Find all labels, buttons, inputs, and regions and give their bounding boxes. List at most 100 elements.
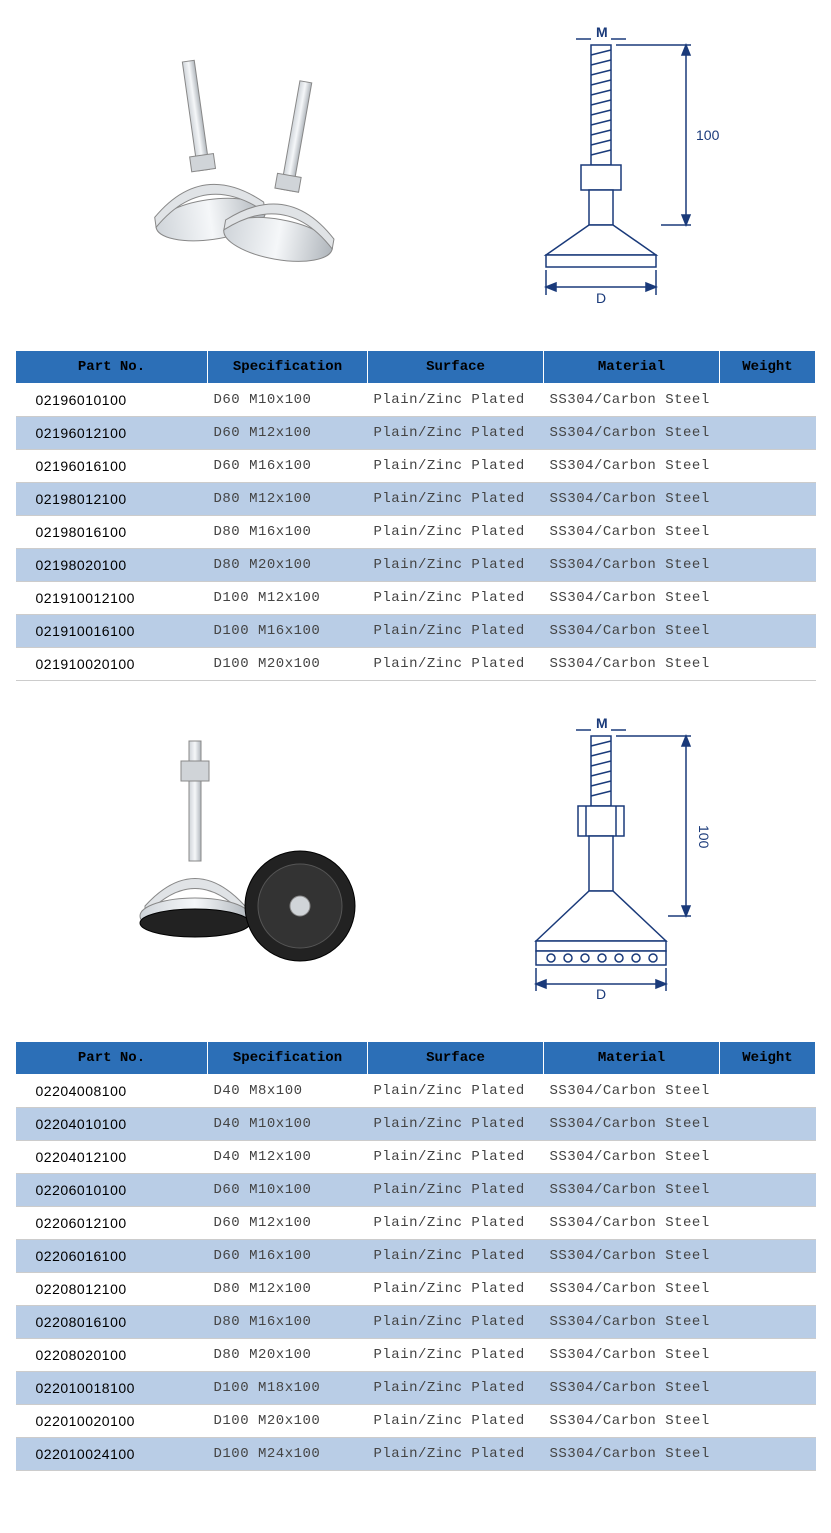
cell-specification: D100 M18x100 (208, 1372, 368, 1405)
table-row: 021910020100D100 M20x100Plain/Zinc Plate… (16, 648, 816, 681)
cell-part-no: 02198020100 (16, 549, 208, 582)
cell-part-no: 02208020100 (16, 1339, 208, 1372)
cell-specification: D40 M12x100 (208, 1141, 368, 1174)
cell-surface: Plain/Zinc Plated (368, 483, 544, 516)
cell-surface: Plain/Zinc Plated (368, 1240, 544, 1273)
cell-part-no: 02198016100 (16, 516, 208, 549)
cell-material: SS304/Carbon Steel (544, 483, 720, 516)
section-1: M 100 D (0, 0, 831, 691)
cell-surface: Plain/Zinc Plated (368, 1405, 544, 1438)
cell-specification: D60 M16x100 (208, 1240, 368, 1273)
table-row: 02206016100D60 M16x100Plain/Zinc PlatedS… (16, 1240, 816, 1273)
cell-surface: Plain/Zinc Plated (368, 1438, 544, 1471)
cell-specification: D80 M20x100 (208, 549, 368, 582)
table-row: 02198020100D80 M20x100Plain/Zinc PlatedS… (16, 549, 816, 582)
col-material: Material (544, 1042, 720, 1075)
cell-material: SS304/Carbon Steel (544, 1141, 720, 1174)
label-m: M (596, 25, 608, 40)
cell-material: SS304/Carbon Steel (544, 516, 720, 549)
cell-weight (720, 615, 816, 648)
label-m: M (596, 716, 608, 731)
cell-material: SS304/Carbon Steel (544, 384, 720, 417)
cell-material: SS304/Carbon Steel (544, 1240, 720, 1273)
technical-diagram-1: M 100 D (496, 25, 756, 315)
cell-material: SS304/Carbon Steel (544, 450, 720, 483)
cell-specification: D80 M20x100 (208, 1339, 368, 1372)
table-row: 02204010100D40 M10x100Plain/Zinc PlatedS… (16, 1108, 816, 1141)
col-specification: Specification (208, 351, 368, 384)
col-surface: Surface (368, 1042, 544, 1075)
table-row: 02204008100D40 M8x100Plain/Zinc PlatedSS… (16, 1075, 816, 1108)
col-specification: Specification (208, 1042, 368, 1075)
table-row: 022010020100D100 M20x100Plain/Zinc Plate… (16, 1405, 816, 1438)
figure-row-2: M 100 D (15, 711, 816, 1011)
cell-part-no: 02204012100 (16, 1141, 208, 1174)
cell-weight (720, 516, 816, 549)
cell-weight (720, 1207, 816, 1240)
cell-surface: Plain/Zinc Plated (368, 1207, 544, 1240)
table-row: 02198016100D80 M16x100Plain/Zinc PlatedS… (16, 516, 816, 549)
cell-surface: Plain/Zinc Plated (368, 450, 544, 483)
col-weight: Weight (720, 351, 816, 384)
product-photo-2 (75, 731, 375, 991)
cell-material: SS304/Carbon Steel (544, 648, 720, 681)
cell-part-no: 02196016100 (16, 450, 208, 483)
cell-surface: Plain/Zinc Plated (368, 1339, 544, 1372)
cell-surface: Plain/Zinc Plated (368, 1108, 544, 1141)
cell-weight (720, 1405, 816, 1438)
cell-material: SS304/Carbon Steel (544, 1306, 720, 1339)
cell-specification: D60 M10x100 (208, 384, 368, 417)
cell-part-no: 02204010100 (16, 1108, 208, 1141)
label-100: 100 (696, 825, 712, 849)
cell-part-no: 022010020100 (16, 1405, 208, 1438)
table-row: 021910012100D100 M12x100Plain/Zinc Plate… (16, 582, 816, 615)
cell-surface: Plain/Zinc Plated (368, 1306, 544, 1339)
cell-surface: Plain/Zinc Plated (368, 1141, 544, 1174)
cell-part-no: 02206012100 (16, 1207, 208, 1240)
cell-part-no: 02198012100 (16, 483, 208, 516)
table-row: 02196016100D60 M16x100Plain/Zinc PlatedS… (16, 450, 816, 483)
figure-row-1: M 100 D (15, 20, 816, 320)
col-weight: Weight (720, 1042, 816, 1075)
product-photo-1 (75, 40, 375, 300)
cell-material: SS304/Carbon Steel (544, 1108, 720, 1141)
cell-specification: D60 M12x100 (208, 1207, 368, 1240)
table-row: 02206012100D60 M12x100Plain/Zinc PlatedS… (16, 1207, 816, 1240)
cell-weight (720, 582, 816, 615)
cell-specification: D100 M20x100 (208, 1405, 368, 1438)
cell-weight (720, 1306, 816, 1339)
cell-material: SS304/Carbon Steel (544, 1339, 720, 1372)
cell-surface: Plain/Zinc Plated (368, 384, 544, 417)
table-2-body: 02204008100D40 M8x100Plain/Zinc PlatedSS… (16, 1075, 816, 1471)
cell-weight (720, 1339, 816, 1372)
cell-weight (720, 1141, 816, 1174)
table-row: 022010018100D100 M18x100Plain/Zinc Plate… (16, 1372, 816, 1405)
cell-weight (720, 450, 816, 483)
cell-specification: D100 M12x100 (208, 582, 368, 615)
cell-weight (720, 384, 816, 417)
table-row: 021910016100D100 M16x100Plain/Zinc Plate… (16, 615, 816, 648)
cell-surface: Plain/Zinc Plated (368, 582, 544, 615)
table-row: 02196010100D60 M10x100Plain/Zinc PlatedS… (16, 384, 816, 417)
cell-specification: D80 M12x100 (208, 1273, 368, 1306)
cell-part-no: 02196010100 (16, 384, 208, 417)
cell-weight (720, 1108, 816, 1141)
cell-surface: Plain/Zinc Plated (368, 615, 544, 648)
cell-weight (720, 1273, 816, 1306)
col-material: Material (544, 351, 720, 384)
cell-material: SS304/Carbon Steel (544, 1438, 720, 1471)
cell-material: SS304/Carbon Steel (544, 1372, 720, 1405)
cell-part-no: 022010018100 (16, 1372, 208, 1405)
cell-part-no: 02204008100 (16, 1075, 208, 1108)
cell-weight (720, 1372, 816, 1405)
col-part-no: Part No. (16, 1042, 208, 1075)
cell-weight (720, 549, 816, 582)
label-d: D (596, 290, 606, 306)
technical-diagram-2: M 100 D (496, 716, 756, 1006)
cell-specification: D40 M10x100 (208, 1108, 368, 1141)
cell-material: SS304/Carbon Steel (544, 582, 720, 615)
cell-material: SS304/Carbon Steel (544, 1273, 720, 1306)
label-100: 100 (696, 127, 720, 143)
cell-part-no: 02206010100 (16, 1174, 208, 1207)
cell-surface: Plain/Zinc Plated (368, 1273, 544, 1306)
